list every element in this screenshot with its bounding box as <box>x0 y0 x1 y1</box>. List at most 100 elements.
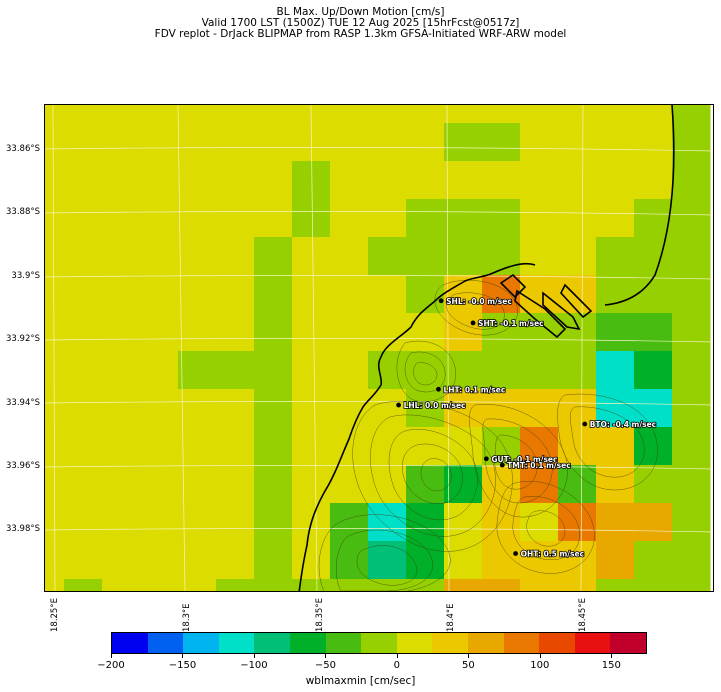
grid-cell <box>178 579 217 591</box>
station-marker <box>396 402 402 408</box>
colorbar-tick-mark <box>611 654 613 658</box>
grid-cell <box>482 123 521 162</box>
grid-cell <box>634 275 673 314</box>
grid-cell <box>672 123 711 162</box>
colorbar-tick-label: 0 <box>393 660 401 671</box>
grid-cell <box>140 389 179 428</box>
colorbar-tick-label: −150 <box>168 660 197 671</box>
grid-cell <box>558 351 597 390</box>
grid-cell <box>178 427 217 466</box>
lat-tick-label: 33.96°S <box>6 461 40 471</box>
grid-cell <box>672 579 711 591</box>
station-marker <box>470 320 476 326</box>
grid-cell <box>140 351 179 390</box>
grid-cell <box>292 199 331 238</box>
grid-cell <box>102 237 141 276</box>
lon-tick-label: 18.25°E <box>50 598 60 632</box>
colorbar-segment <box>503 633 540 653</box>
colorbar-tick-label: −100 <box>240 660 268 671</box>
grid-cell <box>482 199 521 238</box>
grid-cell <box>520 465 559 504</box>
grid-cell <box>140 275 179 314</box>
grid-cell <box>216 313 255 352</box>
colorbar-segment <box>432 633 468 653</box>
grid-cell <box>64 161 103 200</box>
grid-cell <box>45 105 65 124</box>
grid-cell <box>254 503 293 542</box>
grid-cell <box>520 105 559 124</box>
grid-cell <box>520 161 559 200</box>
grid-cell <box>444 503 483 542</box>
grid-cell <box>330 313 369 352</box>
station-label: SHL: -0.0 m/sec <box>446 297 512 306</box>
grid-cell <box>178 123 217 162</box>
colorbar-segment <box>610 633 646 653</box>
colorbar-tick-label: −50 <box>314 660 336 671</box>
colorbar-segment <box>254 633 290 653</box>
grid-cell <box>292 237 331 276</box>
grid-cell <box>406 105 445 124</box>
grid-cell <box>596 351 635 390</box>
grid-cell <box>102 389 141 428</box>
grid-cell <box>558 123 597 162</box>
grid-cell <box>596 503 635 542</box>
grid-cell <box>596 427 635 466</box>
grid-cell <box>45 123 65 162</box>
grid-cell <box>482 275 521 314</box>
grid-cell <box>520 275 559 314</box>
grid-cell <box>178 313 217 352</box>
grid-cell <box>596 105 635 124</box>
grid-cell <box>672 465 711 504</box>
grid-cell <box>596 579 635 591</box>
colorbar-segment <box>539 633 575 653</box>
grid-cell <box>672 541 711 580</box>
grid-cell <box>140 105 179 124</box>
station-label: SHT: -0.1 m/sec <box>478 319 544 328</box>
grid-cell <box>406 465 445 504</box>
grid-cell <box>672 237 711 276</box>
grid-cell <box>672 161 711 200</box>
grid-cell <box>406 351 445 390</box>
grid-cell <box>672 351 711 390</box>
colorbar-label: wblmaxmin [cm/sec] <box>305 675 416 687</box>
colorbar-segment <box>325 633 362 653</box>
grid-cell <box>102 427 141 466</box>
grid-cell <box>64 199 103 238</box>
grid-cell <box>672 313 711 352</box>
grid-cell <box>482 389 521 428</box>
grid-cell <box>368 237 407 276</box>
grid-cell <box>330 579 369 591</box>
grid-cell <box>45 199 65 238</box>
grid-cell <box>596 161 635 200</box>
colorbar <box>111 632 647 654</box>
grid-cell <box>64 579 103 591</box>
grid-cell <box>596 275 635 314</box>
grid-cell <box>634 351 673 390</box>
colorbar-tick-label: 150 <box>601 660 621 671</box>
grid-cell <box>64 465 103 504</box>
grid-cell <box>406 237 445 276</box>
grid-cell <box>140 199 179 238</box>
grid-cell <box>64 123 103 162</box>
grid-cell <box>558 275 597 314</box>
grid-cell <box>482 465 521 504</box>
grid-cell <box>520 389 559 428</box>
grid-cell <box>330 199 369 238</box>
grid-cell <box>558 579 597 591</box>
grid-cell <box>558 199 597 238</box>
grid-cell <box>64 237 103 276</box>
station-marker <box>582 421 588 427</box>
grid-cell <box>596 199 635 238</box>
grid-cell <box>64 541 103 580</box>
grid-cell <box>292 541 331 580</box>
grid-cell <box>102 123 141 162</box>
map-title-line1: BL Max. Up/Down Motion [cm/s] <box>276 6 445 18</box>
grid-cell <box>596 313 635 352</box>
lat-tick-label: 33.88°S <box>6 207 40 217</box>
grid-cell <box>64 427 103 466</box>
grid-cell <box>292 351 331 390</box>
grid-cell <box>45 389 65 428</box>
grid-cell <box>254 389 293 428</box>
map-title-line3: FDV replot - DrJack BLIPMAP from RASP 1.… <box>154 28 567 40</box>
grid-cell <box>216 465 255 504</box>
